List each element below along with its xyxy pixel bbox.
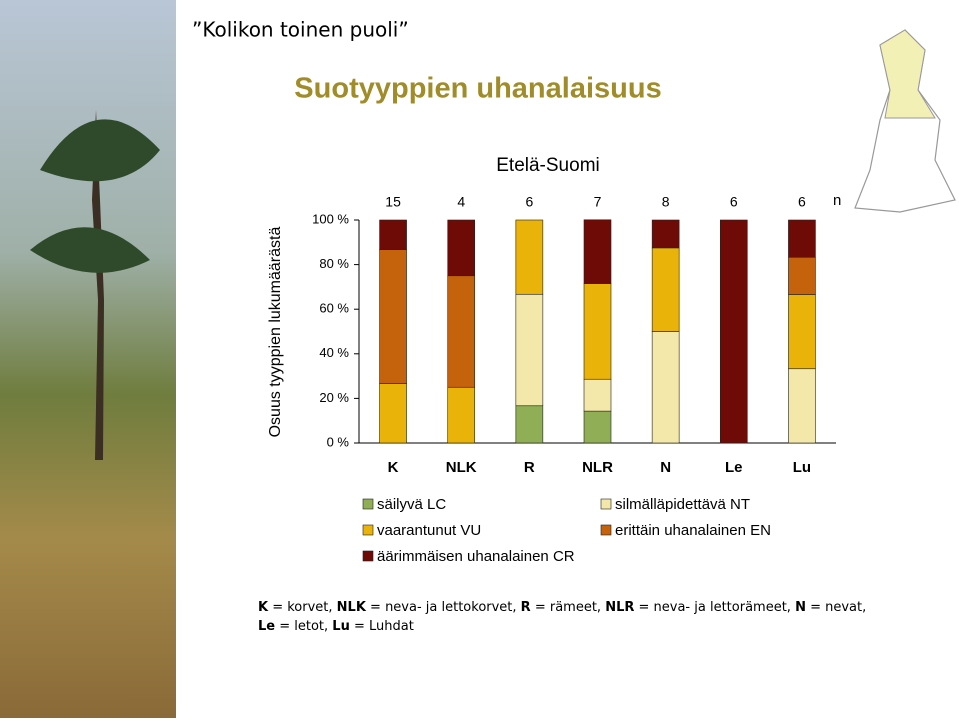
legend-swatch xyxy=(600,524,612,536)
footnote-abbr: Lu xyxy=(332,619,350,634)
y-tick-label: 20 % xyxy=(319,390,349,405)
legend-label: erittäin uhanalainen EN xyxy=(615,522,771,539)
bar-segment xyxy=(651,219,680,249)
footnote-text: = neva- ja lettokorvet, xyxy=(366,600,521,615)
footnote-text: = rämeet, xyxy=(531,600,606,615)
count-value: 8 xyxy=(662,194,670,210)
legend-label: säilyvä LC xyxy=(377,496,446,513)
legend-label: silmälläpidettävä NT xyxy=(615,496,750,513)
footnote-text: = letot, xyxy=(275,619,332,634)
legend-label: vaarantunut VU xyxy=(377,522,481,539)
footnote: K = korvet, NLK = neva- ja lettokorvet, … xyxy=(258,600,866,615)
x-tick-label: Le xyxy=(725,459,743,476)
x-tick-label: N xyxy=(660,459,671,476)
bar-segment xyxy=(788,256,816,295)
footnote-abbr: N xyxy=(795,600,806,615)
bar-segment xyxy=(583,410,612,444)
legend-swatch xyxy=(600,498,612,510)
bar-segment xyxy=(447,386,476,444)
chart-subtitle: Etelä-Suomi xyxy=(496,155,600,176)
legend-swatch xyxy=(362,550,374,562)
x-tick-label: K xyxy=(388,459,399,476)
count-value: 6 xyxy=(730,194,738,210)
header: ”Kolikon toinen puoli” xyxy=(192,18,409,42)
count-value: 15 xyxy=(385,194,401,210)
y-tick-label: 80 % xyxy=(319,256,349,271)
map-region xyxy=(879,29,936,119)
bar-segment xyxy=(447,275,476,388)
footnote: Le = letot, Lu = Luhdat xyxy=(258,619,414,634)
x-tick-label: R xyxy=(524,459,535,476)
bar-segment xyxy=(788,368,816,444)
bar-segment xyxy=(583,378,612,412)
bar-segment xyxy=(379,249,407,384)
tree-trunk xyxy=(92,110,104,460)
bar-segment xyxy=(583,219,612,284)
footnote-abbr: Le xyxy=(258,619,275,634)
bar-segment xyxy=(379,219,407,250)
count-value: 7 xyxy=(594,194,602,210)
bar-segment xyxy=(788,219,816,258)
bar-segment xyxy=(651,247,680,332)
footnote-text: = korvet, xyxy=(268,600,337,615)
y-axis-label: Osuus tyyppien lukumäärästä xyxy=(267,227,284,438)
count-label: n xyxy=(833,192,841,209)
count-value: 6 xyxy=(525,194,533,210)
bar-segment xyxy=(583,283,612,380)
tree-crown xyxy=(30,119,160,273)
bar-segment xyxy=(651,331,680,444)
footnote-text: = Luhdat xyxy=(350,619,414,634)
footnote-abbr: K xyxy=(258,600,269,615)
y-tick-label: 60 % xyxy=(319,301,349,316)
count-value: 4 xyxy=(457,194,465,210)
footnote-abbr: NLR xyxy=(605,600,634,615)
footnote-abbr: R xyxy=(521,600,531,615)
bar-segment xyxy=(515,219,544,295)
x-tick-label: Lu xyxy=(793,459,811,476)
bar-segment xyxy=(719,219,748,444)
y-tick-label: 40 % xyxy=(319,345,349,360)
bar-segment xyxy=(379,383,407,444)
legend-swatch xyxy=(362,524,374,536)
bar-segment xyxy=(447,219,476,277)
count-value: 6 xyxy=(798,194,806,210)
legend-swatch xyxy=(362,498,374,510)
bar-segment xyxy=(515,405,544,444)
photo xyxy=(0,0,176,718)
footnote-text: = neva- ja lettorämeet, xyxy=(634,600,795,615)
bar-segment xyxy=(515,293,544,407)
legend-label: äärimmäisen uhanalainen CR xyxy=(377,548,575,565)
chart-title: Suotyyppien uhanalaisuus xyxy=(294,73,661,105)
bar-segment xyxy=(788,294,816,370)
footnote-abbr: NLK xyxy=(337,600,367,615)
x-tick-label: NLR xyxy=(582,459,613,476)
y-tick-label: 0 % xyxy=(327,434,350,449)
y-tick-label: 100 % xyxy=(312,211,349,226)
footnote-text: = nevat, xyxy=(806,600,866,615)
x-tick-label: NLK xyxy=(446,459,477,476)
